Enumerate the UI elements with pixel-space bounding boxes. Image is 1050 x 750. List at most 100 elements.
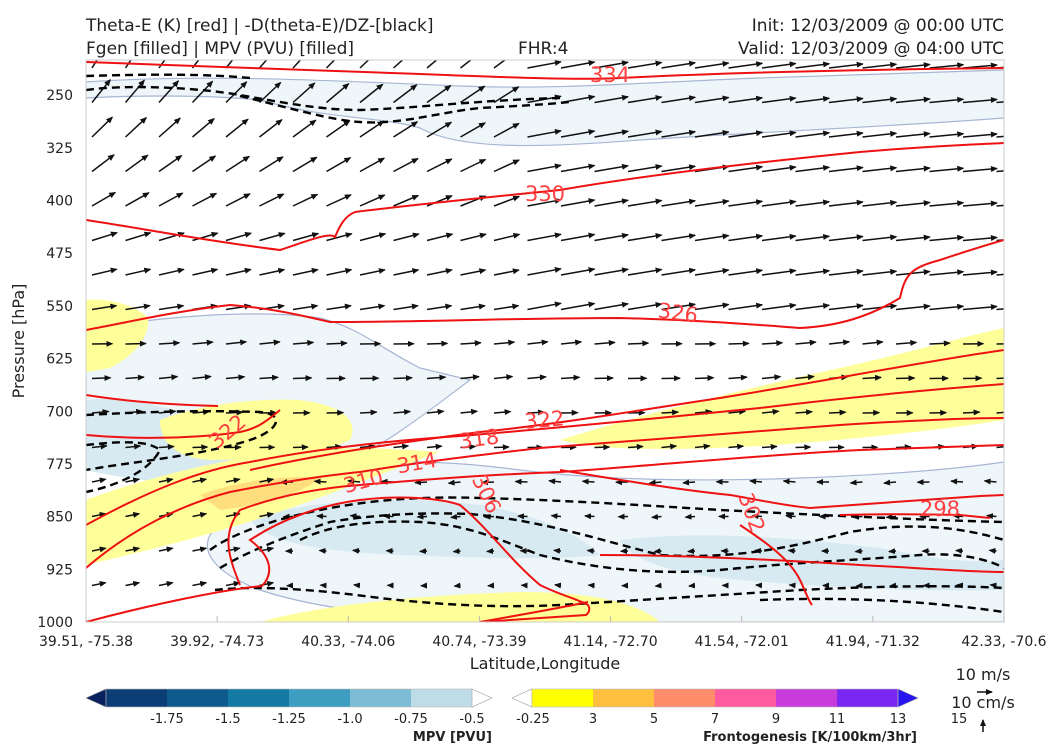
wind-vector bbox=[527, 339, 549, 346]
wind-vector bbox=[393, 268, 420, 276]
wind-vector bbox=[326, 83, 350, 104]
wind-vector bbox=[225, 477, 241, 484]
wind-vector bbox=[393, 232, 420, 242]
wind-vector bbox=[929, 200, 965, 207]
wind-vector bbox=[627, 233, 663, 242]
wind-vector bbox=[895, 96, 931, 104]
title-line-1: Theta-E (K) [red] | -D(theta-E)/DZ-[blac… bbox=[85, 16, 434, 36]
wind-vector bbox=[962, 97, 998, 104]
wind-vector bbox=[91, 375, 112, 382]
wind-vector bbox=[359, 83, 384, 104]
frontogenesis-colorbar-title: Frontogenesis [K/100km/3hr] bbox=[703, 730, 917, 745]
wind-vector bbox=[560, 198, 596, 207]
colorbar-tick-label: 3 bbox=[589, 712, 597, 727]
svg-text:318: 318 bbox=[458, 424, 501, 453]
wind-vector bbox=[393, 303, 419, 311]
stability-contours bbox=[86, 73, 1004, 614]
wind-vector bbox=[225, 193, 251, 207]
wind-vector bbox=[996, 170, 1004, 173]
wind-vector bbox=[91, 409, 110, 416]
wind-vector bbox=[259, 339, 281, 346]
wind-vector bbox=[527, 374, 547, 381]
wind-vector bbox=[527, 163, 562, 173]
wind-vector bbox=[828, 96, 864, 104]
wind-vector bbox=[996, 308, 1004, 311]
wind-vector bbox=[493, 268, 520, 276]
vector-legend: 10 m/s 10 cm/s bbox=[951, 665, 1015, 732]
wind-vector bbox=[929, 131, 965, 138]
wind-vector bbox=[996, 273, 1004, 276]
wind-vector bbox=[426, 340, 449, 347]
wind-vector bbox=[694, 302, 730, 311]
wind-vector bbox=[761, 374, 782, 381]
colorbar-segment bbox=[654, 689, 715, 707]
wind-vector bbox=[828, 130, 864, 138]
wind-vector bbox=[548, 478, 562, 485]
wind-vector bbox=[352, 547, 361, 554]
wind-vector bbox=[694, 443, 711, 450]
colorbar-tick-label: -1.0 bbox=[337, 712, 362, 727]
wind-vector bbox=[728, 443, 745, 450]
wind-vectors bbox=[91, 60, 1004, 589]
wind-vector bbox=[895, 303, 931, 311]
wind-vector bbox=[761, 61, 797, 69]
wind-vector bbox=[688, 582, 696, 589]
wind-vector bbox=[259, 374, 279, 381]
wind-vector bbox=[393, 409, 412, 416]
wind-vector bbox=[326, 268, 353, 276]
wind-vector bbox=[414, 479, 428, 486]
wind-vector bbox=[259, 477, 275, 484]
wind-vector bbox=[225, 155, 251, 173]
wind-vector bbox=[929, 165, 965, 173]
plot-area: 334 330 326 322 322 318 314 310 306 302 … bbox=[86, 60, 1004, 622]
wind-vector bbox=[192, 267, 219, 276]
wind-vector bbox=[192, 374, 212, 381]
wind-vector bbox=[996, 135, 1004, 138]
wind-vector bbox=[91, 443, 108, 450]
wind-vector bbox=[795, 199, 831, 207]
wind-vector bbox=[855, 582, 863, 589]
wind-vector bbox=[393, 194, 420, 207]
y-tick-label: 400 bbox=[46, 194, 73, 210]
wind-vector bbox=[192, 580, 208, 587]
wind-vector bbox=[259, 232, 286, 242]
wind-vector bbox=[125, 192, 150, 207]
wind-vector bbox=[359, 443, 376, 450]
wind-vector bbox=[952, 513, 964, 520]
wind-vector bbox=[527, 128, 562, 138]
colorbar-segment bbox=[532, 689, 593, 707]
wind-vector bbox=[627, 164, 663, 173]
wind-vector bbox=[594, 301, 629, 311]
wind-vector bbox=[661, 198, 697, 207]
wind-vector bbox=[158, 546, 174, 553]
wind-vector bbox=[594, 232, 629, 242]
wind-vector bbox=[661, 302, 697, 311]
wind-vector bbox=[929, 269, 965, 276]
wind-vector bbox=[158, 340, 181, 347]
wind-vector bbox=[493, 444, 510, 451]
wind-vector bbox=[125, 340, 147, 347]
wind-vector bbox=[326, 194, 352, 207]
wind-vector bbox=[192, 231, 219, 242]
wind-vector bbox=[594, 129, 629, 138]
wind-vector bbox=[125, 443, 142, 450]
wind-vector bbox=[728, 374, 748, 381]
y-tick-label: 850 bbox=[46, 510, 73, 526]
x-tick-label: 41.54, -72.01 bbox=[695, 634, 789, 650]
wind-vector bbox=[950, 478, 964, 485]
wind-vector bbox=[225, 81, 248, 104]
wind-vector bbox=[225, 231, 253, 242]
wind-vector bbox=[292, 303, 319, 311]
wind-vector bbox=[751, 513, 763, 520]
wind-scale-label: 10 m/s bbox=[956, 665, 1011, 684]
colorbar-tick-label: 11 bbox=[829, 712, 846, 727]
wind-vector bbox=[393, 375, 413, 382]
wind-vector bbox=[124, 117, 148, 138]
wind-vector bbox=[359, 409, 378, 416]
wind-vector bbox=[125, 303, 151, 311]
wind-vector bbox=[560, 60, 596, 69]
wind-vector bbox=[560, 163, 596, 173]
colorbar-extend-high bbox=[897, 688, 919, 708]
wind-vector bbox=[828, 234, 864, 242]
wind-vector bbox=[661, 443, 678, 450]
